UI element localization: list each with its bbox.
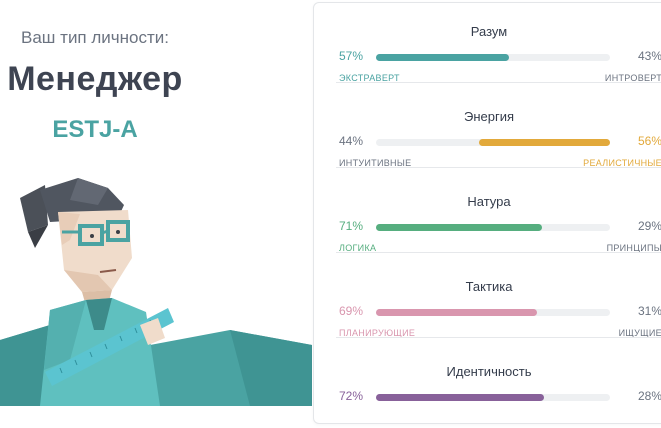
trait-right-label: ПРИНЦИПЫ xyxy=(606,243,661,253)
trait-bar xyxy=(376,309,610,316)
trait-bar xyxy=(376,224,610,231)
trait-right-percent: 31% xyxy=(637,304,661,318)
trait-left-percent: 44% xyxy=(339,134,364,148)
left-panel: Ваш тип личности: Менеджер ESTJ-A xyxy=(0,0,312,406)
trait-tactics: Тактика 69% 31% ПЛАНИРУЮЩИЕ ИЩУЩИЕ xyxy=(314,252,661,343)
trait-right-percent: 28% xyxy=(637,389,661,403)
trait-right-percent: 56% xyxy=(637,134,661,148)
trait-energy: Энергия 44% 56% ИНТУИТИВНЫЕ РЕАЛИСТИЧНЫЕ xyxy=(314,82,661,173)
trait-title: Натура xyxy=(467,194,511,209)
trait-bar-fill xyxy=(376,309,538,316)
trait-right-label: РЕАЛИСТИЧНЫЕ xyxy=(583,158,661,168)
trait-nature: Натура 71% 29% ЛОГИКА ПРИНЦИПЫ xyxy=(314,167,661,258)
trait-left-percent: 71% xyxy=(339,219,364,233)
trait-bar xyxy=(376,54,610,61)
trait-left-label: ЭКСТРАВЕРТ xyxy=(339,73,400,83)
personality-type-code: ESTJ-A xyxy=(52,116,138,143)
trait-title: Идентичность xyxy=(446,364,532,379)
trait-identity: Идентичность 72% 28% xyxy=(314,337,661,428)
trait-bar-fill xyxy=(376,224,543,231)
trait-right-percent: 43% xyxy=(637,49,661,63)
trait-left-label: ЛОГИКА xyxy=(339,243,377,253)
personality-type-name: Менеджер xyxy=(7,60,183,98)
trait-bar-fill xyxy=(376,54,510,61)
trait-bar-fill xyxy=(376,394,545,401)
trait-title: Тактика xyxy=(465,279,513,294)
trait-left-percent: 72% xyxy=(339,389,364,403)
trait-right-label: ИНТРОВЕРТ xyxy=(604,73,661,83)
trait-left-label: ИНТУИТИВНЫЕ xyxy=(339,158,412,168)
manager-illustration xyxy=(0,178,312,406)
trait-bar-fill xyxy=(478,139,610,146)
traits-card: Разум 57% 43% ЭКСТРАВЕРТ ИНТРОВЕРТ Энерг… xyxy=(313,2,661,424)
trait-left-percent: 69% xyxy=(339,304,364,318)
trait-left-percent: 57% xyxy=(339,49,364,63)
trait-title: Энергия xyxy=(463,109,515,124)
trait-mind: Разум 57% 43% ЭКСТРАВЕРТ ИНТРОВЕРТ xyxy=(314,3,661,88)
trait-bar xyxy=(376,139,610,146)
trait-left-label: ПЛАНИРУЮЩИЕ xyxy=(339,328,416,338)
trait-right-label: ИЩУЩИЕ xyxy=(618,328,661,338)
personality-type-caption: Ваш тип личности: xyxy=(21,28,169,47)
trait-right-percent: 29% xyxy=(637,219,661,233)
trait-bar xyxy=(376,394,610,401)
trait-title: Разум xyxy=(470,24,508,39)
